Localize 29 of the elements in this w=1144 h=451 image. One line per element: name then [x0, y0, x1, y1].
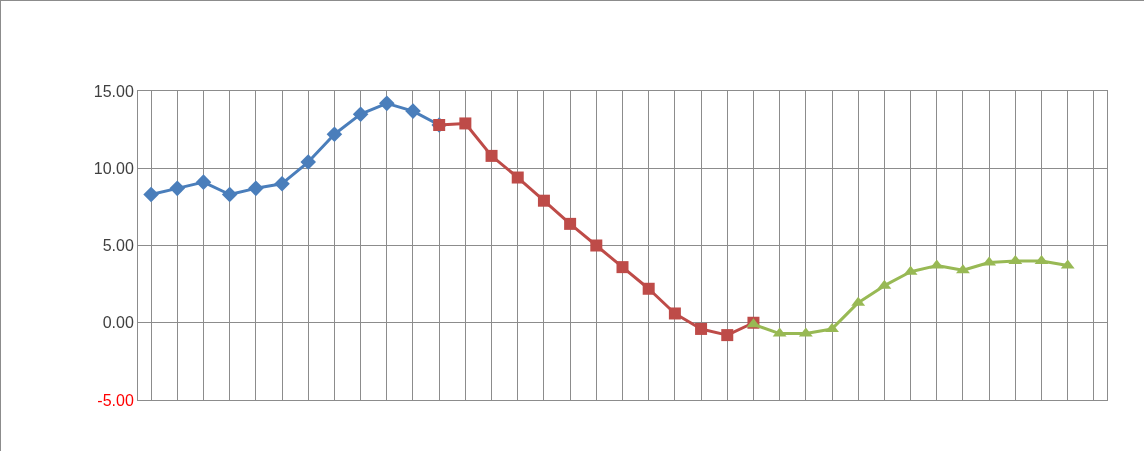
point: [326, 126, 343, 143]
point: [537, 194, 550, 207]
point: [459, 117, 472, 130]
point: [695, 322, 708, 335]
point: [721, 329, 734, 342]
point: [485, 149, 498, 162]
point: [590, 239, 603, 252]
point: [274, 175, 290, 192]
point: [564, 217, 577, 230]
y-tick-label: 10.00: [93, 159, 134, 177]
point: [668, 307, 681, 320]
y-tick-label: 15.00: [93, 82, 134, 100]
point: [352, 106, 369, 122]
point: [511, 171, 524, 184]
point: [642, 282, 655, 295]
point: [300, 154, 317, 170]
point: [379, 95, 395, 112]
point: [825, 322, 839, 332]
y-tick-label: -5.00: [97, 391, 134, 409]
y-tick-label: 5.00: [102, 237, 134, 255]
point: [956, 264, 970, 274]
point: [248, 180, 264, 197]
point: [405, 103, 421, 119]
point: [143, 186, 159, 203]
point: [169, 180, 186, 197]
y-tick-label: 0.00: [102, 314, 134, 332]
point: [195, 174, 212, 190]
point: [221, 186, 238, 203]
point: [616, 261, 629, 274]
